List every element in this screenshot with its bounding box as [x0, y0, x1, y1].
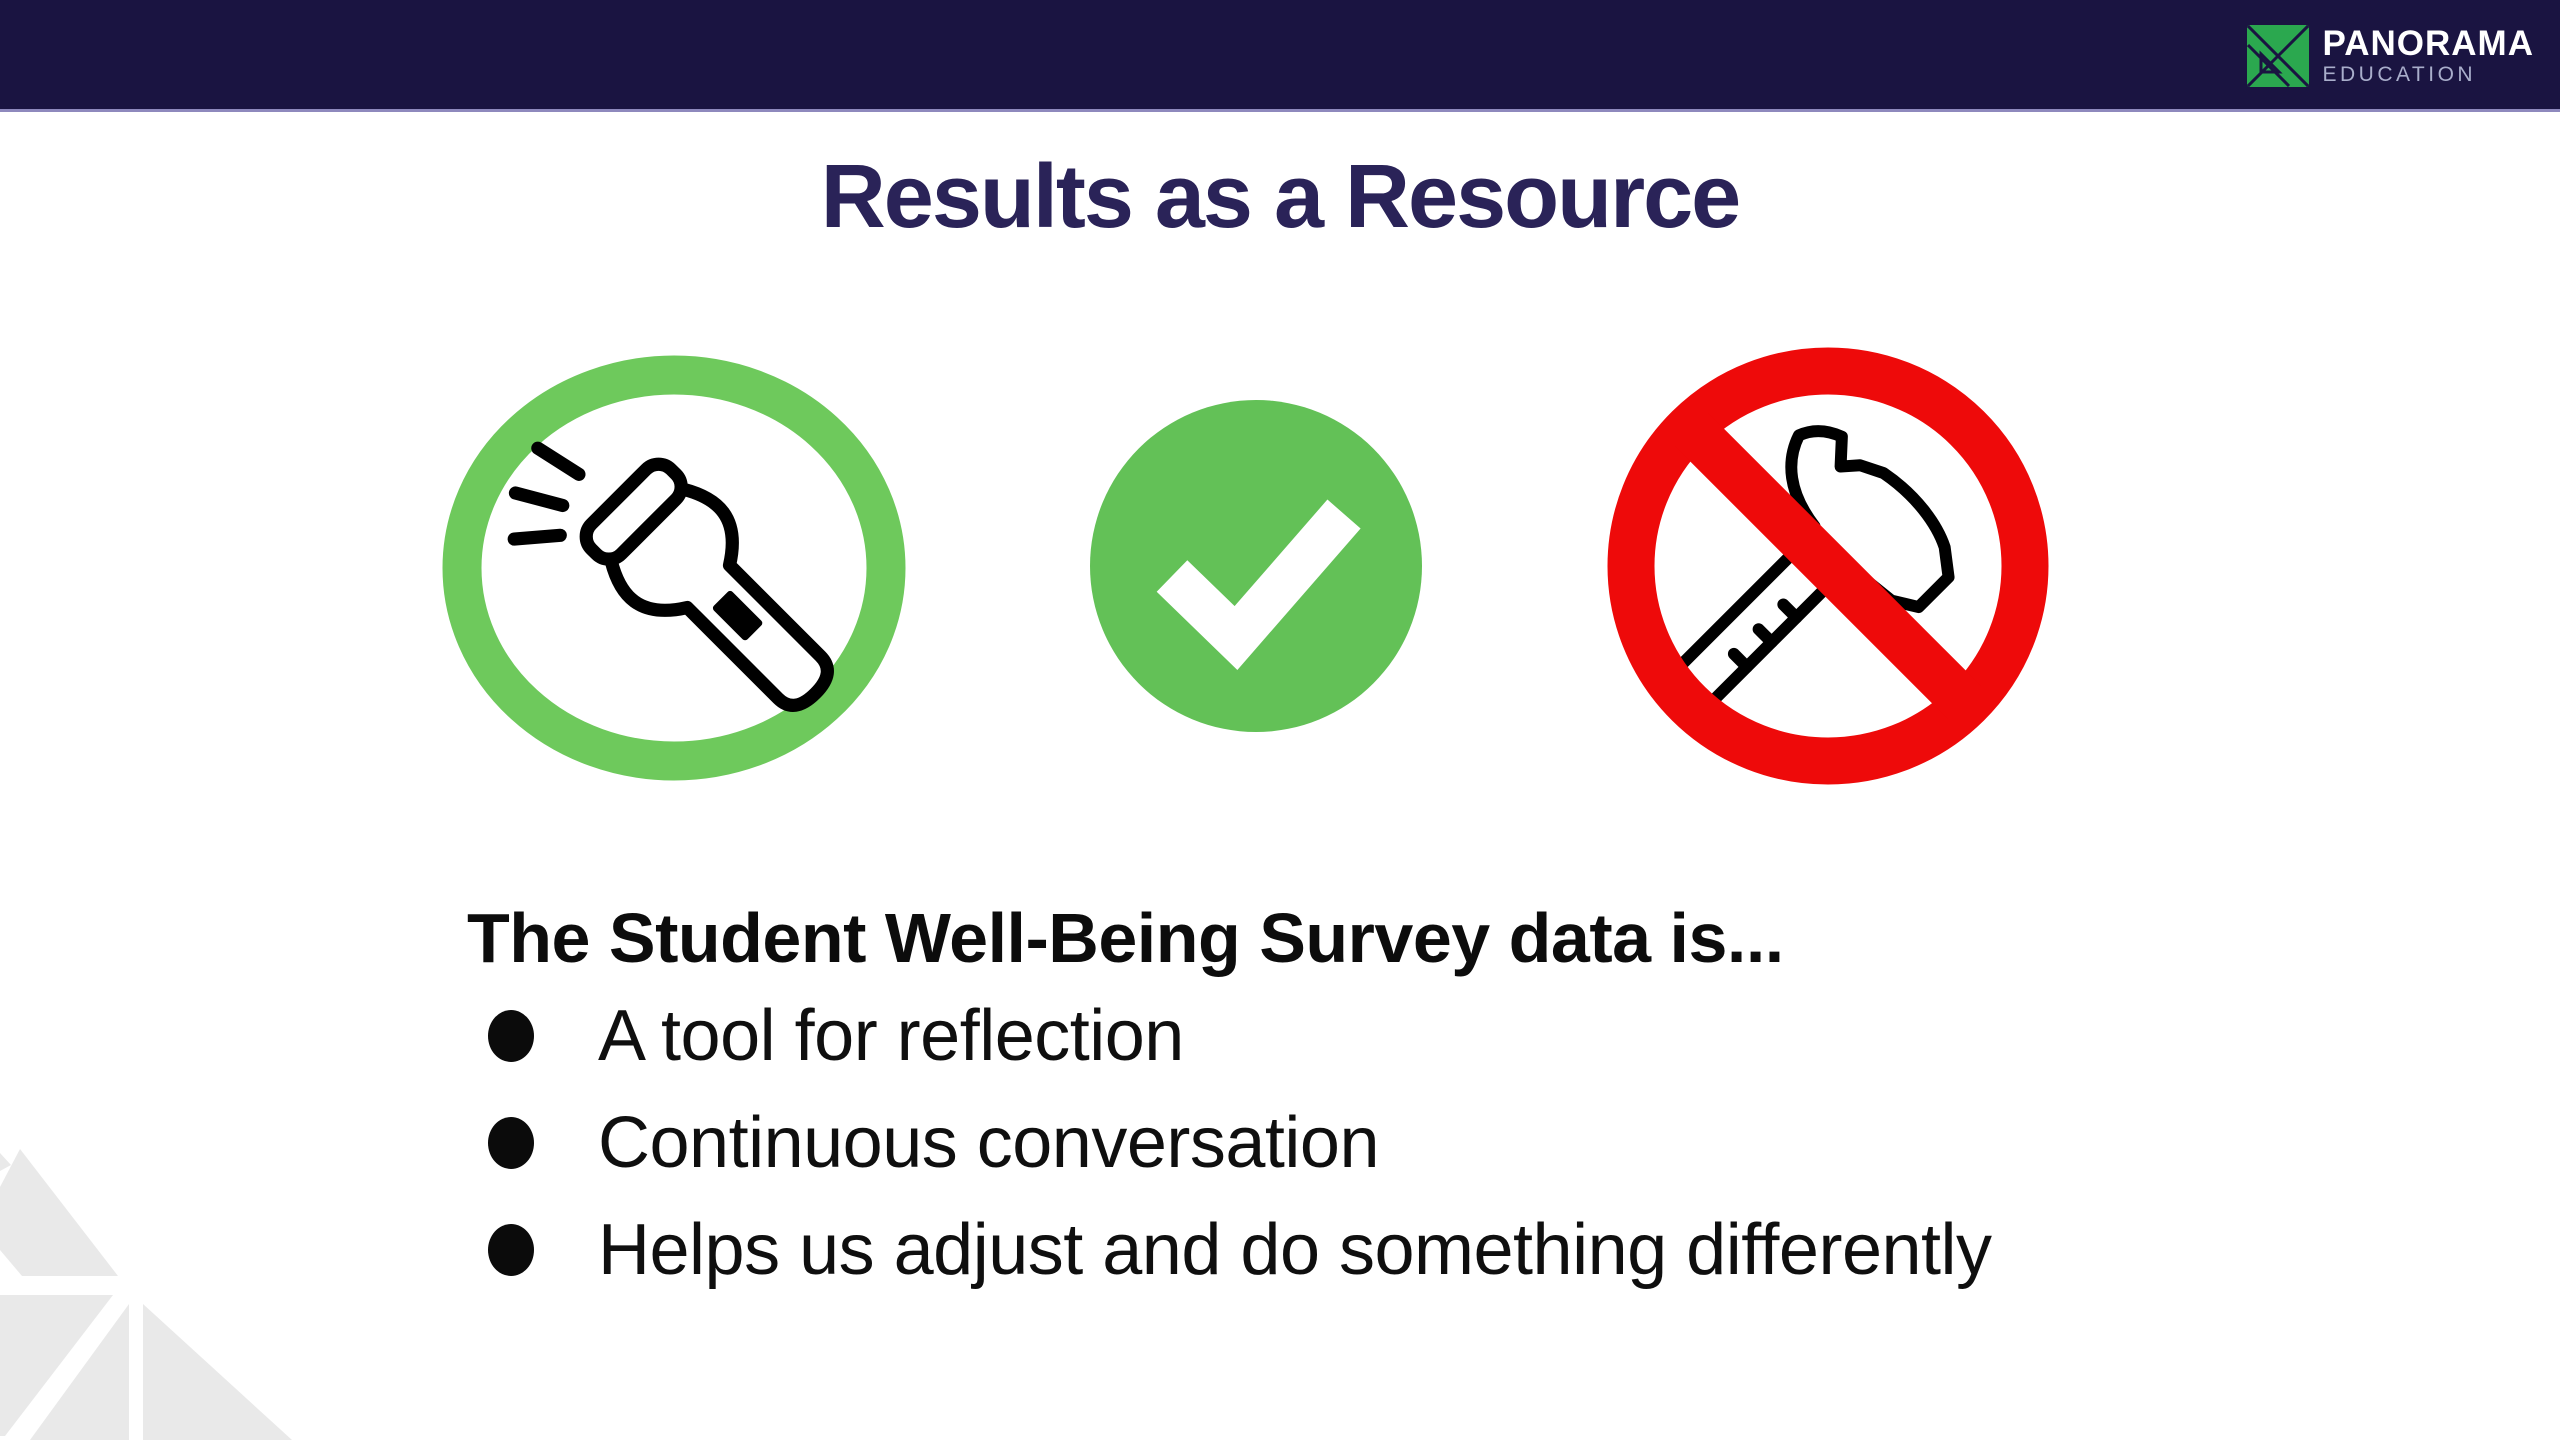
bullet-text: Continuous conversation [598, 1103, 1380, 1183]
flashlight-icon [442, 355, 906, 781]
panorama-logo-icon [2247, 25, 2310, 87]
bullet-text: A tool for reflection [598, 996, 1184, 1076]
bullet-text: Helps us adjust and do something differe… [598, 1210, 1992, 1290]
checkmark-icon [1090, 400, 1422, 732]
bullet-item: A tool for reflection [488, 992, 1184, 1080]
brand-text: PANORAMA EDUCATION [2322, 25, 2534, 87]
brand-name: PANORAMA [2322, 24, 2534, 63]
brand: PANORAMA EDUCATION [2247, 0, 2534, 112]
corner-triangles-decoration [0, 1149, 292, 1440]
slide-title: Results as a Resource [820, 147, 1741, 247]
bullet-item: Continuous conversation [488, 1099, 1380, 1187]
bullet-dot-icon [488, 1224, 534, 1276]
bullet-item: Helps us adjust and do something differe… [488, 1206, 1992, 1294]
bullet-dot-icon [488, 1010, 534, 1062]
brand-subtitle: EDUCATION [2322, 63, 2477, 86]
body-heading: The Student Well-Being Survey data is... [467, 899, 1784, 977]
no-hammer-icon [1607, 347, 2049, 785]
bullet-dot-icon [488, 1117, 534, 1169]
header-bar: PANORAMA EDUCATION [0, 0, 2560, 112]
